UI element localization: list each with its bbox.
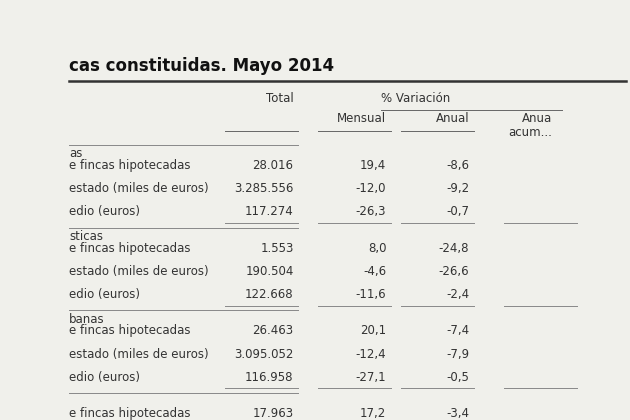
Text: sticas: sticas	[69, 230, 103, 243]
Text: -3,4: -3,4	[446, 407, 469, 420]
Text: 8,0: 8,0	[368, 241, 386, 255]
Text: -0,5: -0,5	[447, 371, 469, 384]
Text: 20,1: 20,1	[360, 324, 386, 337]
Text: Mensual: Mensual	[337, 112, 386, 125]
Text: 122.668: 122.668	[245, 288, 294, 301]
Text: e fincas hipotecadas: e fincas hipotecadas	[69, 159, 190, 172]
Text: edio (euros): edio (euros)	[69, 288, 140, 301]
Text: Anua: Anua	[522, 112, 553, 125]
Text: estado (miles de euros): estado (miles de euros)	[69, 265, 209, 278]
Text: Total: Total	[266, 92, 294, 105]
Text: -26,6: -26,6	[438, 265, 469, 278]
Text: acum...: acum...	[508, 126, 553, 139]
Text: e fincas hipotecadas: e fincas hipotecadas	[69, 407, 190, 420]
Text: 116.958: 116.958	[245, 371, 294, 384]
Text: -7,4: -7,4	[446, 324, 469, 337]
Text: 26.463: 26.463	[253, 324, 294, 337]
Text: cas constituidas. Mayo 2014: cas constituidas. Mayo 2014	[69, 57, 334, 75]
Text: -2,4: -2,4	[446, 288, 469, 301]
Text: -0,7: -0,7	[446, 205, 469, 218]
Text: % Variación: % Variación	[381, 92, 450, 105]
Text: e fincas hipotecadas: e fincas hipotecadas	[69, 241, 190, 255]
Text: banas: banas	[69, 313, 105, 326]
Text: -8,6: -8,6	[446, 159, 469, 172]
Text: edio (euros): edio (euros)	[69, 205, 140, 218]
Text: estado (miles de euros): estado (miles de euros)	[69, 348, 209, 361]
Text: -7,9: -7,9	[446, 348, 469, 361]
Text: e fincas hipotecadas: e fincas hipotecadas	[69, 324, 190, 337]
Text: 28.016: 28.016	[253, 159, 294, 172]
Text: as: as	[69, 147, 83, 160]
Text: 19,4: 19,4	[360, 159, 386, 172]
Text: 117.274: 117.274	[245, 205, 294, 218]
Text: -27,1: -27,1	[356, 371, 386, 384]
Text: 190.504: 190.504	[245, 265, 294, 278]
Text: 17,2: 17,2	[360, 407, 386, 420]
Text: 17.963: 17.963	[253, 407, 294, 420]
Text: -26,3: -26,3	[356, 205, 386, 218]
Text: -24,8: -24,8	[439, 241, 469, 255]
Text: -11,6: -11,6	[356, 288, 386, 301]
Text: -9,2: -9,2	[446, 182, 469, 195]
Text: -4,6: -4,6	[364, 265, 386, 278]
Text: 1.553: 1.553	[260, 241, 294, 255]
Text: -12,0: -12,0	[356, 182, 386, 195]
Text: 3.285.556: 3.285.556	[234, 182, 294, 195]
Text: 3.095.052: 3.095.052	[234, 348, 294, 361]
Text: estado (miles de euros): estado (miles de euros)	[69, 182, 209, 195]
Text: Anual: Anual	[436, 112, 469, 125]
Text: -12,4: -12,4	[356, 348, 386, 361]
Text: edio (euros): edio (euros)	[69, 371, 140, 384]
